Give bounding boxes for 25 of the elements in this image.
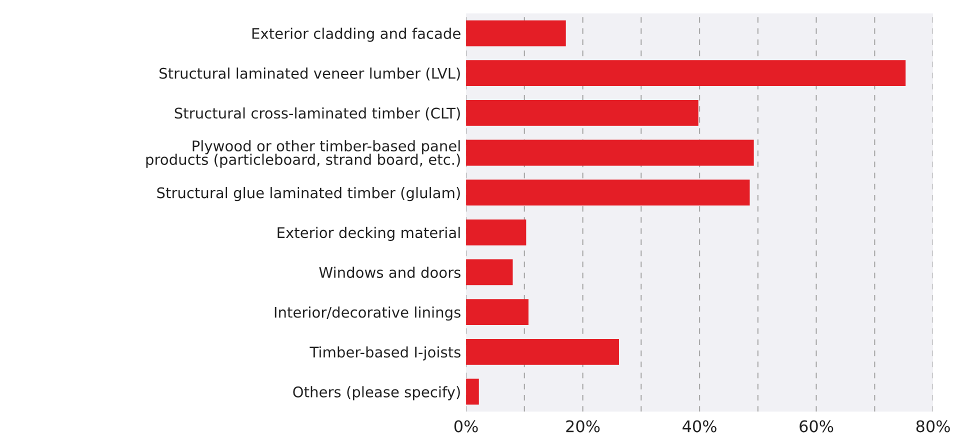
bar: [466, 219, 526, 246]
y-tick-label: Exterior cladding and facade: [252, 28, 460, 42]
bar: [466, 100, 698, 126]
bar: [466, 338, 619, 365]
y-tick-label: Plywood or other timber-based panel products (particleboard, strand board, etc.): [146, 140, 460, 168]
bar: [466, 20, 566, 46]
y-tick-label: Others (please specify): [293, 386, 460, 400]
bar: [466, 378, 479, 405]
y-tick-label: Interior/decorative linings: [274, 306, 460, 321]
x-tick-label: 80%: [916, 420, 950, 432]
x-tick-label: 0%: [454, 420, 478, 432]
bar: [466, 180, 750, 206]
y-tick-label: Structural glue laminated timber (glulam): [157, 187, 460, 202]
x-tick-label: 40%: [682, 420, 716, 432]
x-tick-label: 60%: [800, 420, 834, 432]
y-tick-label: Exterior decking material: [278, 226, 460, 241]
bar: [466, 140, 754, 166]
y-tick-label: Structural laminated veneer lumber (LVL): [160, 68, 460, 81]
y-tick-label: Windows and doors: [319, 266, 460, 278]
bar: [466, 60, 906, 86]
x-tick-label: 20%: [566, 420, 600, 432]
bar: [466, 299, 528, 325]
bar: [466, 259, 513, 286]
y-tick-label: Timber-based I-joists: [310, 346, 460, 360]
y-tick-label: Structural cross-laminated timber (CLT): [174, 107, 460, 120]
